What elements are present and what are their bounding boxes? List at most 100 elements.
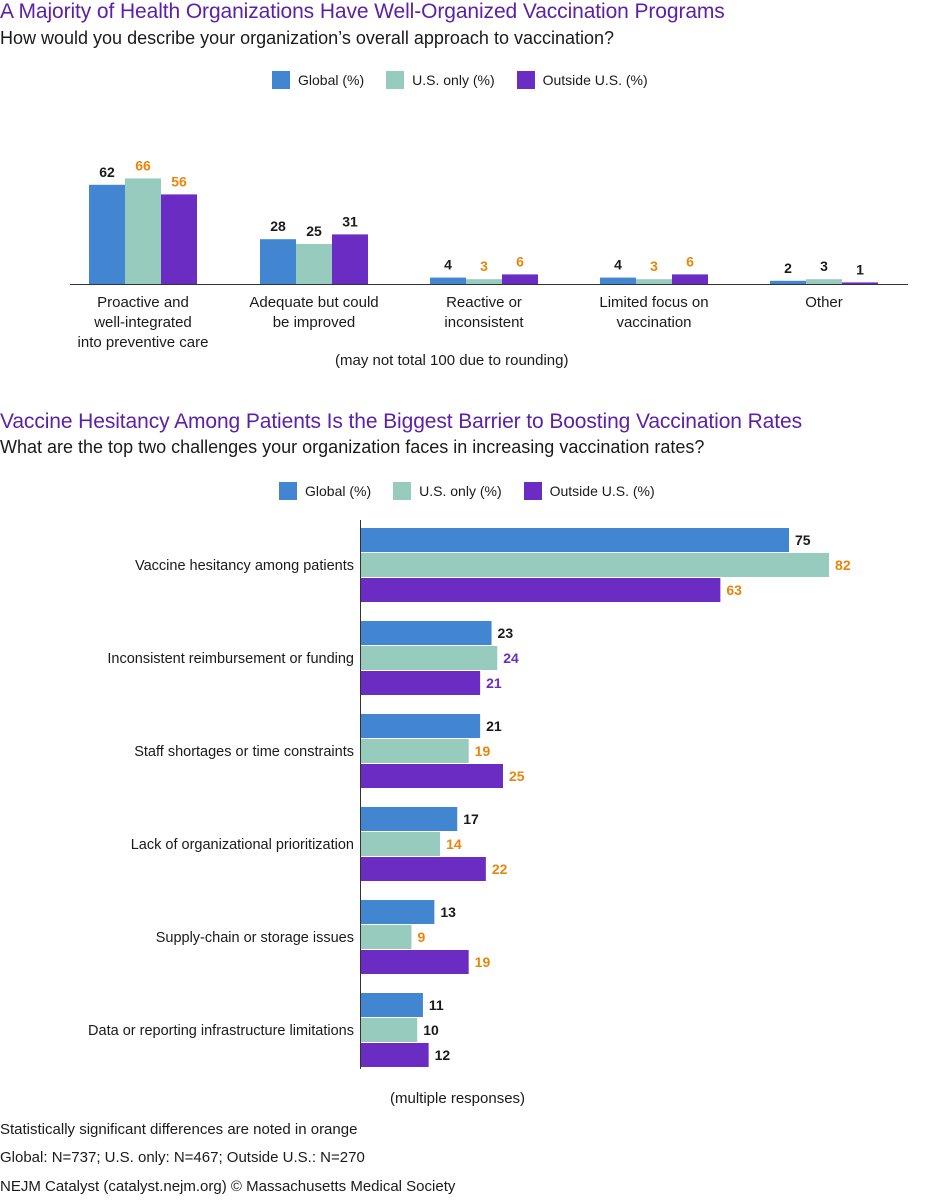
hvalue-label-global-3: 17 xyxy=(463,811,479,827)
hbar-outside-us-5 xyxy=(360,1043,429,1067)
chart2-plot: 75 82 63 Vaccine hesitancy among patients 23… xyxy=(88,520,851,1069)
category-label-2: inconsistent xyxy=(444,314,524,331)
category-label-1: Adequate but could xyxy=(249,294,378,311)
hcategory-label-2: Staff shortages or time constraints xyxy=(134,744,354,760)
value-label-us-only-3: 3 xyxy=(650,258,658,274)
legend2-item-global: Global (%) xyxy=(279,482,371,500)
legend2-swatch-us-only xyxy=(393,482,412,500)
value-label-global-4: 2 xyxy=(784,260,792,276)
bar-outside-us-2 xyxy=(502,274,538,284)
hbar-us-only-3 xyxy=(360,832,441,856)
chart1-subtitle: How would you describe your organization… xyxy=(0,28,615,48)
category-label-4: Other xyxy=(805,294,843,311)
hbar-global-3 xyxy=(360,807,458,831)
bar-global-4 xyxy=(770,280,806,284)
value-label-global-2: 4 xyxy=(444,257,452,273)
hbar-us-only-5 xyxy=(360,1018,418,1042)
hbar-outside-us-0 xyxy=(360,578,721,602)
hbar-global-4 xyxy=(360,900,435,924)
hbar-outside-us-3 xyxy=(360,857,486,881)
bar-global-1 xyxy=(260,239,296,284)
bar-us-only-0 xyxy=(125,178,161,284)
legend2-label-global: Global (%) xyxy=(305,483,372,499)
legend-item-outside-us: Outside U.S. (%) xyxy=(516,71,648,89)
hcategory-label-4: Supply-chain or storage issues xyxy=(156,930,354,946)
hvalue-label-us-only-4: 9 xyxy=(417,929,425,945)
legend-swatch-us-only xyxy=(386,71,405,89)
bar-outside-us-3 xyxy=(672,274,708,284)
chart2-legend: Global (%) U.S. only (%) Outside U.S. (%… xyxy=(279,482,677,500)
hbar-global-5 xyxy=(360,993,423,1017)
source-credit: NEJM Catalyst (catalyst.nejm.org) © Mass… xyxy=(0,1178,456,1195)
value-label-outside-us-3: 6 xyxy=(686,253,694,269)
value-label-outside-us-4: 1 xyxy=(856,261,864,277)
value-label-global-3: 4 xyxy=(614,257,622,273)
category-label-3: vaccination xyxy=(616,314,691,331)
category-label-1: be improved xyxy=(273,314,356,331)
legend2-label-us-only: U.S. only (%) xyxy=(419,483,502,499)
legend2-label-outside-us: Outside U.S. (%) xyxy=(549,483,655,499)
bar-us-only-2 xyxy=(466,279,502,284)
chart1-note: (may not total 100 due to rounding) xyxy=(335,352,569,369)
hbar-us-only-0 xyxy=(360,553,830,577)
value-label-outside-us-0: 56 xyxy=(171,173,187,189)
hbar-us-only-1 xyxy=(360,646,498,670)
hcategory-label-1: Inconsistent reimbursement or funding xyxy=(107,651,354,667)
value-label-outside-us-2: 6 xyxy=(516,253,524,269)
bar-us-only-3 xyxy=(636,279,672,284)
hbar-us-only-2 xyxy=(360,739,469,763)
category-label-3: Limited focus on xyxy=(599,294,708,311)
hcategory-label-5: Data or reporting infrastructure limitat… xyxy=(88,1023,354,1039)
value-label-us-only-1: 25 xyxy=(306,223,322,239)
bar-global-2 xyxy=(430,277,466,284)
chart1-legend: Global (%) U.S. only (%) Outside U.S. (%… xyxy=(272,71,670,89)
hvalue-label-outside-us-2: 25 xyxy=(509,768,525,784)
category-label-0: into preventive care xyxy=(78,334,209,351)
hvalue-label-global-0: 75 xyxy=(795,532,811,548)
hbar-global-0 xyxy=(360,528,789,552)
legend-label-outside-us: Outside U.S. (%) xyxy=(542,72,648,88)
hvalue-label-global-1: 23 xyxy=(498,625,514,641)
chart1-title: A Majority of Health Organizations Have … xyxy=(0,0,725,23)
hbar-us-only-4 xyxy=(360,925,412,949)
value-label-us-only-0: 66 xyxy=(135,157,151,173)
bar-global-0 xyxy=(89,184,125,284)
legend2-item-outside-us: Outside U.S. (%) xyxy=(523,482,655,500)
hvalue-label-us-only-0: 82 xyxy=(835,557,851,573)
bar-us-only-4 xyxy=(806,279,842,284)
sample-sizes: Global: N=737; U.S. only: N=467; Outside… xyxy=(0,1149,365,1166)
hvalue-label-outside-us-0: 63 xyxy=(726,582,742,598)
hvalue-label-outside-us-4: 19 xyxy=(475,954,491,970)
bar-outside-us-4 xyxy=(842,282,878,284)
hvalue-label-us-only-5: 10 xyxy=(423,1022,439,1038)
hvalue-label-outside-us-5: 12 xyxy=(435,1047,451,1063)
category-label-2: Reactive or xyxy=(446,294,522,311)
legend-label-global: Global (%) xyxy=(298,72,365,88)
hvalue-label-us-only-3: 14 xyxy=(446,836,462,852)
chart2-title: Vaccine Hesitancy Among Patients Is the … xyxy=(0,410,802,433)
bar-global-3 xyxy=(600,277,636,284)
hcategory-label-3: Lack of organizational prioritization xyxy=(131,837,354,853)
hvalue-label-us-only-2: 19 xyxy=(475,743,491,759)
hbar-global-1 xyxy=(360,621,492,645)
legend-label-us-only: U.S. only (%) xyxy=(412,72,495,88)
hvalue-label-global-5: 11 xyxy=(429,997,444,1013)
hbar-outside-us-1 xyxy=(360,671,481,695)
value-label-global-0: 62 xyxy=(99,164,115,180)
hvalue-label-global-2: 21 xyxy=(486,718,502,734)
hcategory-label-0: Vaccine hesitancy among patients xyxy=(135,558,354,574)
hvalue-label-global-4: 13 xyxy=(440,904,456,920)
chart2-subtitle: What are the top two challenges your org… xyxy=(0,437,705,457)
legend2-swatch-outside-us xyxy=(523,482,542,500)
bar-outside-us-0 xyxy=(161,194,197,284)
legend-item-global: Global (%) xyxy=(272,71,364,89)
bar-outside-us-1 xyxy=(332,234,368,284)
hvalue-label-outside-us-3: 22 xyxy=(492,861,508,877)
hvalue-label-us-only-1: 24 xyxy=(503,650,519,666)
category-label-0: Proactive and xyxy=(97,294,189,311)
value-label-us-only-2: 3 xyxy=(480,258,488,274)
legend2-swatch-global xyxy=(279,482,297,500)
hbar-global-2 xyxy=(360,714,481,738)
significance-note: Statistically significant differences ar… xyxy=(0,1121,358,1138)
